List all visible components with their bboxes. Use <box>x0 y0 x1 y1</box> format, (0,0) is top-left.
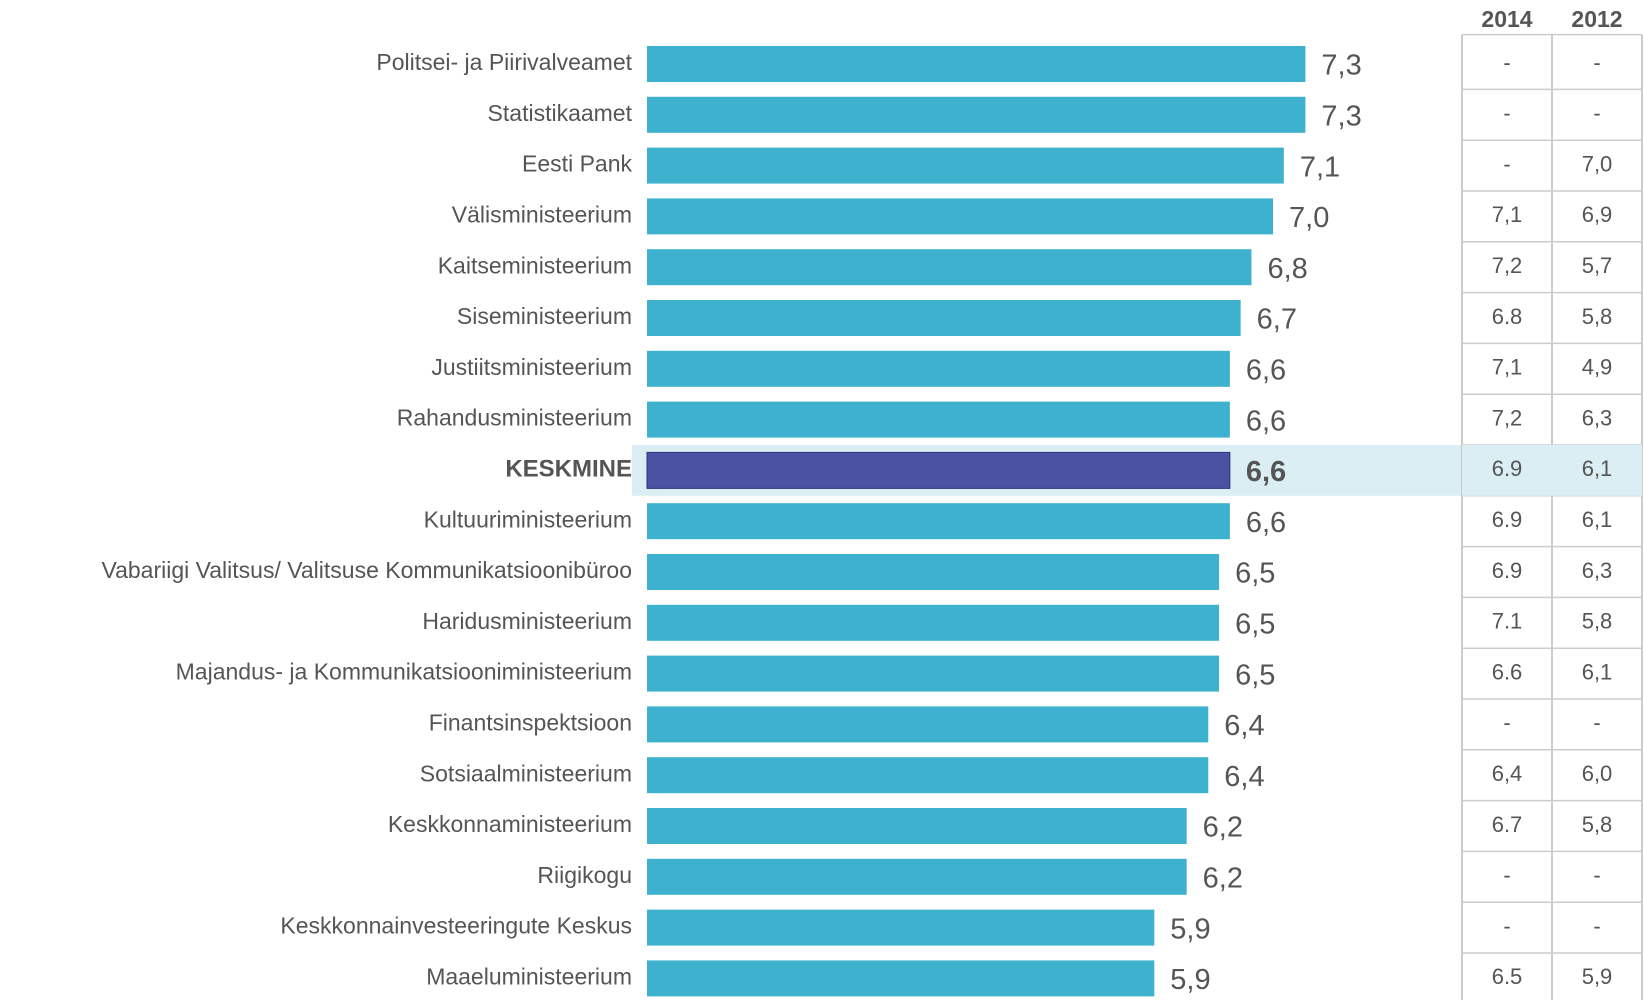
table-cell: 5,8 <box>1582 609 1613 634</box>
value-label: 6,5 <box>1235 608 1275 640</box>
value-label: 5,9 <box>1170 913 1210 945</box>
table-cell: - <box>1503 710 1510 735</box>
table-cell: - <box>1593 913 1600 938</box>
table-cell: - <box>1503 101 1510 126</box>
bar <box>647 249 1252 286</box>
table-cell: 6.7 <box>1492 812 1523 837</box>
bar <box>647 808 1187 844</box>
table-cell: 7,1 <box>1492 202 1523 227</box>
table-cell: - <box>1593 710 1600 735</box>
value-label: 6,2 <box>1203 862 1243 894</box>
category-label: Välisministeerium <box>452 201 632 227</box>
table-header: 2014 <box>1481 6 1532 32</box>
bar <box>647 147 1284 184</box>
table-cell: 7.1 <box>1492 609 1523 634</box>
value-label: 6,5 <box>1235 659 1275 691</box>
category-label: Statistikaamet <box>488 100 633 126</box>
category-label: Keskkonnaministeerium <box>388 811 632 837</box>
table-cell: - <box>1593 863 1600 888</box>
table-cell: 6,1 <box>1582 659 1613 684</box>
value-label: 6,5 <box>1235 558 1275 590</box>
value-label: 6,6 <box>1246 405 1286 437</box>
bar <box>647 46 1306 82</box>
table-cell: 6.9 <box>1492 456 1523 481</box>
table-cell: - <box>1503 863 1510 888</box>
table-cell: 6.6 <box>1492 659 1523 684</box>
category-label: Finantsinspektsioon <box>429 709 632 735</box>
table-cell: - <box>1503 151 1510 176</box>
table-cell: 7,1 <box>1492 355 1523 380</box>
table-cell: 6,3 <box>1582 558 1613 583</box>
category-label: Majandus- ja Kommunikatsiooniministeeriu… <box>176 659 632 685</box>
value-label: 6,6 <box>1246 507 1286 539</box>
table-cell: 6.9 <box>1492 558 1523 583</box>
value-label: 7,0 <box>1289 202 1329 234</box>
bar <box>647 96 1306 133</box>
value-label: 7,3 <box>1321 100 1361 132</box>
category-label: Eesti Pank <box>522 151 632 177</box>
table-cell: - <box>1503 50 1510 75</box>
bar <box>647 960 1155 997</box>
category-label: Maaeluministeerium <box>426 963 632 989</box>
table-cell: - <box>1503 913 1510 938</box>
value-label: 6,4 <box>1224 710 1264 742</box>
bar <box>647 554 1220 590</box>
table-cell: 7,0 <box>1582 151 1613 176</box>
table-cell: 5,7 <box>1582 253 1613 278</box>
table-cell: - <box>1593 101 1600 126</box>
table-header: 2012 <box>1571 6 1622 32</box>
table-cell: 6,9 <box>1582 202 1613 227</box>
value-label: 6,4 <box>1224 761 1264 793</box>
category-label: Politsei- ja Piirivalveamet <box>376 49 632 75</box>
bar <box>647 858 1187 895</box>
value-label: 7,3 <box>1321 50 1361 82</box>
category-label: Haridusministeerium <box>422 608 632 634</box>
bar <box>647 401 1230 438</box>
table-cell: 5,8 <box>1582 304 1613 329</box>
category-label: Riigikogu <box>537 862 632 888</box>
category-label: Vabariigi Valitsus/ Valitsuse Kommunikat… <box>101 557 632 583</box>
category-label: Justiitsministeerium <box>431 354 632 380</box>
value-label: 6,8 <box>1267 253 1307 285</box>
bar <box>647 300 1241 336</box>
table-cell: 7,2 <box>1492 253 1523 278</box>
value-label: 7,1 <box>1300 151 1340 183</box>
value-label: 6,7 <box>1257 304 1297 336</box>
category-label: Kaitseministeerium <box>438 252 632 278</box>
table-cell: 7,2 <box>1492 405 1523 430</box>
category-label: Rahandusministeerium <box>397 405 632 431</box>
table-cell: 6,3 <box>1582 405 1613 430</box>
bar <box>647 503 1230 540</box>
table-cell: 6.9 <box>1492 507 1523 532</box>
value-label: 6,6 <box>1246 456 1286 488</box>
table-cell: 6,4 <box>1492 761 1523 786</box>
category-label: Keskkonnainvesteeringute Keskus <box>280 913 632 939</box>
bar <box>647 198 1274 235</box>
category-label: Kultuuriministeerium <box>424 506 632 532</box>
table-cell: 5,9 <box>1582 964 1613 989</box>
category-label: Sotsiaalministeerium <box>420 760 632 786</box>
bar <box>647 757 1209 794</box>
bar <box>647 706 1209 743</box>
bar <box>647 655 1220 692</box>
bar <box>647 350 1230 387</box>
table-cell: 6.8 <box>1492 304 1523 329</box>
highlight-band <box>1462 445 1642 496</box>
category-label: Siseministeerium <box>457 303 632 329</box>
value-label: 6,6 <box>1246 354 1286 386</box>
category-label: KESKMINE <box>505 456 632 483</box>
table-cell: - <box>1593 50 1600 75</box>
value-label: 6,2 <box>1203 812 1243 844</box>
table-cell: 6.5 <box>1492 964 1523 989</box>
bar <box>647 909 1155 946</box>
table-cell: 6,1 <box>1582 507 1613 532</box>
bar <box>647 604 1220 641</box>
table-cell: 6,0 <box>1582 761 1613 786</box>
table-cell: 5,8 <box>1582 812 1613 837</box>
table-cell: 4,9 <box>1582 355 1613 380</box>
value-label: 5,9 <box>1170 964 1210 996</box>
bar <box>646 451 1231 489</box>
table-cell: 6,1 <box>1582 456 1613 481</box>
